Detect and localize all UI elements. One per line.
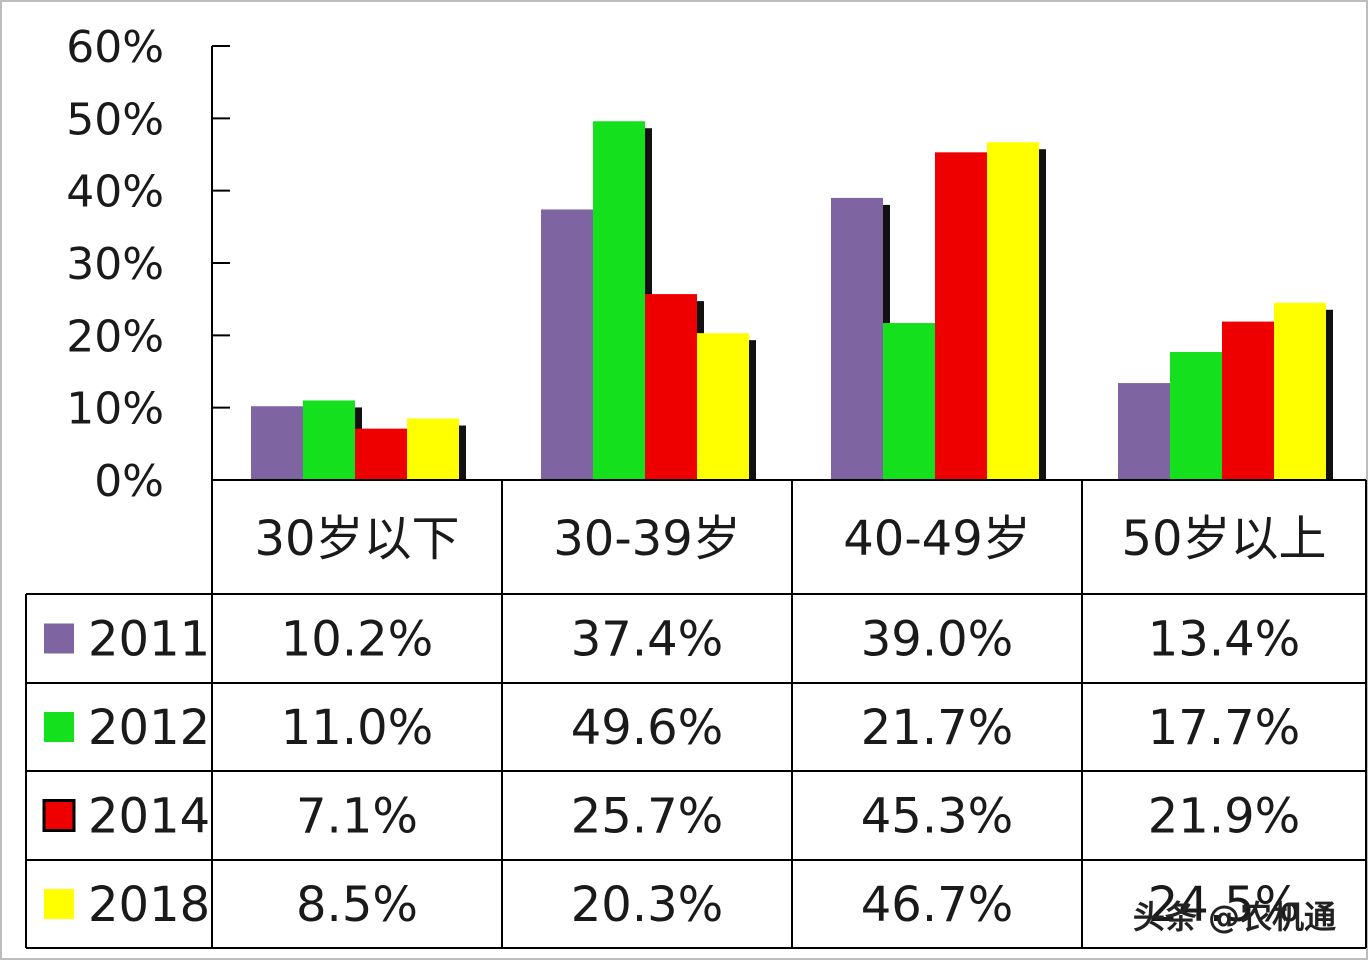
bar bbox=[987, 142, 1039, 480]
y-tick-label: 50% bbox=[66, 94, 164, 145]
bar bbox=[355, 428, 407, 480]
data-label: 20.3% bbox=[571, 877, 723, 933]
bar bbox=[1222, 321, 1274, 480]
legend-label: 2014 bbox=[88, 789, 210, 845]
bar bbox=[407, 418, 459, 480]
category-label: 50岁以上 bbox=[1121, 511, 1326, 567]
data-table: 30岁以下 30-39岁 40-49岁 50岁以上 2011 10.2% 37.4% 39.0… bbox=[25, 479, 1367, 949]
data-label: 13.4% bbox=[1148, 612, 1300, 668]
bar bbox=[1274, 302, 1326, 480]
category-label: 30岁以下 bbox=[254, 511, 459, 567]
data-label: 17.7% bbox=[1148, 700, 1300, 756]
legend-label: 2018 bbox=[88, 877, 210, 933]
bar bbox=[303, 400, 355, 480]
legend-swatch bbox=[42, 799, 76, 832]
watermark: 头条 @农机通 bbox=[1133, 898, 1336, 936]
bars bbox=[251, 121, 1333, 480]
data-label: 11.0% bbox=[281, 700, 433, 756]
data-label: 21.9% bbox=[1148, 789, 1300, 845]
bar bbox=[935, 152, 987, 480]
y-tick-label: 20% bbox=[66, 311, 164, 362]
data-label: 7.1% bbox=[296, 789, 418, 845]
data-label: 37.4% bbox=[571, 612, 723, 668]
bar bbox=[645, 294, 697, 480]
data-label: 45.3% bbox=[861, 789, 1013, 845]
data-label: 49.6% bbox=[571, 700, 723, 756]
data-label: 39.0% bbox=[861, 612, 1013, 668]
y-tick-label: 60% bbox=[66, 22, 164, 73]
data-label: 24.5% bbox=[1148, 877, 1300, 933]
legend-label: 2011 bbox=[88, 612, 210, 668]
data-label: 46.7% bbox=[861, 877, 1013, 933]
category-label: 30-39岁 bbox=[553, 511, 740, 567]
y-tick-label: 10% bbox=[66, 384, 164, 435]
data-label: 21.7% bbox=[861, 700, 1013, 756]
y-tick-label: 0% bbox=[94, 456, 164, 507]
bar bbox=[697, 333, 749, 480]
legend-label: 2012 bbox=[88, 700, 210, 756]
bar bbox=[1170, 351, 1222, 480]
bar bbox=[883, 323, 935, 480]
bar bbox=[1118, 383, 1170, 480]
y-axis: 0% 10% 20% 30% 40% 50% 60% bbox=[66, 22, 230, 507]
bar bbox=[593, 121, 645, 480]
legend-swatch bbox=[44, 889, 74, 919]
y-tick-label: 30% bbox=[66, 239, 164, 290]
legend-swatch bbox=[44, 712, 74, 742]
category-label: 40-49岁 bbox=[843, 511, 1030, 567]
bar bbox=[831, 197, 883, 480]
data-label: 25.7% bbox=[571, 789, 723, 845]
bar bbox=[541, 209, 593, 480]
y-tick-label: 40% bbox=[66, 167, 164, 218]
data-label: 10.2% bbox=[281, 612, 433, 668]
data-label: 8.5% bbox=[296, 877, 418, 933]
bar bbox=[251, 406, 303, 480]
legend-swatch bbox=[44, 623, 74, 654]
